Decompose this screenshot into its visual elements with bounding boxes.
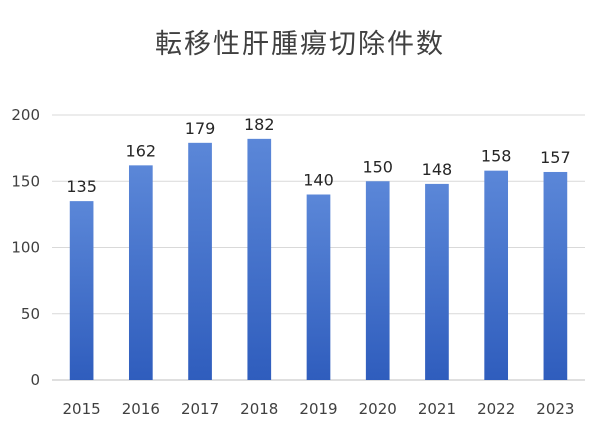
bar-2020: [365, 181, 390, 380]
data-label-2023: 157: [540, 148, 571, 167]
x-tick-label-2016: 2016: [122, 400, 160, 418]
bars: [69, 138, 568, 380]
bar-2017: [188, 142, 212, 380]
x-tick-label-2017: 2017: [181, 400, 219, 418]
x-tick-label-2015: 2015: [63, 400, 101, 418]
y-tick-label: 50: [21, 305, 40, 323]
y-tick-label: 200: [11, 106, 40, 124]
bar-2016: [128, 165, 153, 380]
data-label-2019: 140: [303, 171, 334, 190]
bar-2023: [543, 171, 568, 380]
x-tick-label-2018: 2018: [240, 400, 278, 418]
y-tick-label: 150: [11, 172, 40, 190]
data-label-2021: 148: [422, 160, 453, 179]
x-tick-label-2021: 2021: [418, 400, 456, 418]
x-tick-label-2023: 2023: [536, 400, 574, 418]
x-axis-tick-labels: 2015 2016 2017 2018 2019 2020 2021 2022 2023: [63, 400, 575, 418]
y-tick-label: 100: [11, 239, 40, 257]
data-label-2018: 182: [244, 115, 275, 134]
data-label-2022: 158: [481, 147, 512, 166]
data-label-2020: 150: [362, 157, 393, 176]
data-labels: 135 162 179 182 140 150 148 158 157: [66, 115, 570, 196]
data-label-2015: 135: [66, 177, 97, 196]
x-tick-label-2019: 2019: [299, 400, 337, 418]
data-label-2017: 179: [185, 119, 216, 138]
y-tick-label: 0: [30, 371, 40, 389]
data-label-2016: 162: [126, 141, 157, 160]
x-tick-label-2020: 2020: [359, 400, 397, 418]
y-axis-tick-labels: 0 50 100 150 200: [11, 106, 40, 389]
bar-2022: [484, 170, 509, 380]
bar-2019: [306, 194, 331, 380]
bar-2018: [247, 138, 272, 380]
bar-2021: [425, 183, 449, 380]
chart-title: 転移性肝腫瘍切除件数: [155, 29, 445, 60]
x-tick-label-2022: 2022: [477, 400, 515, 418]
bar-2015: [69, 201, 94, 380]
